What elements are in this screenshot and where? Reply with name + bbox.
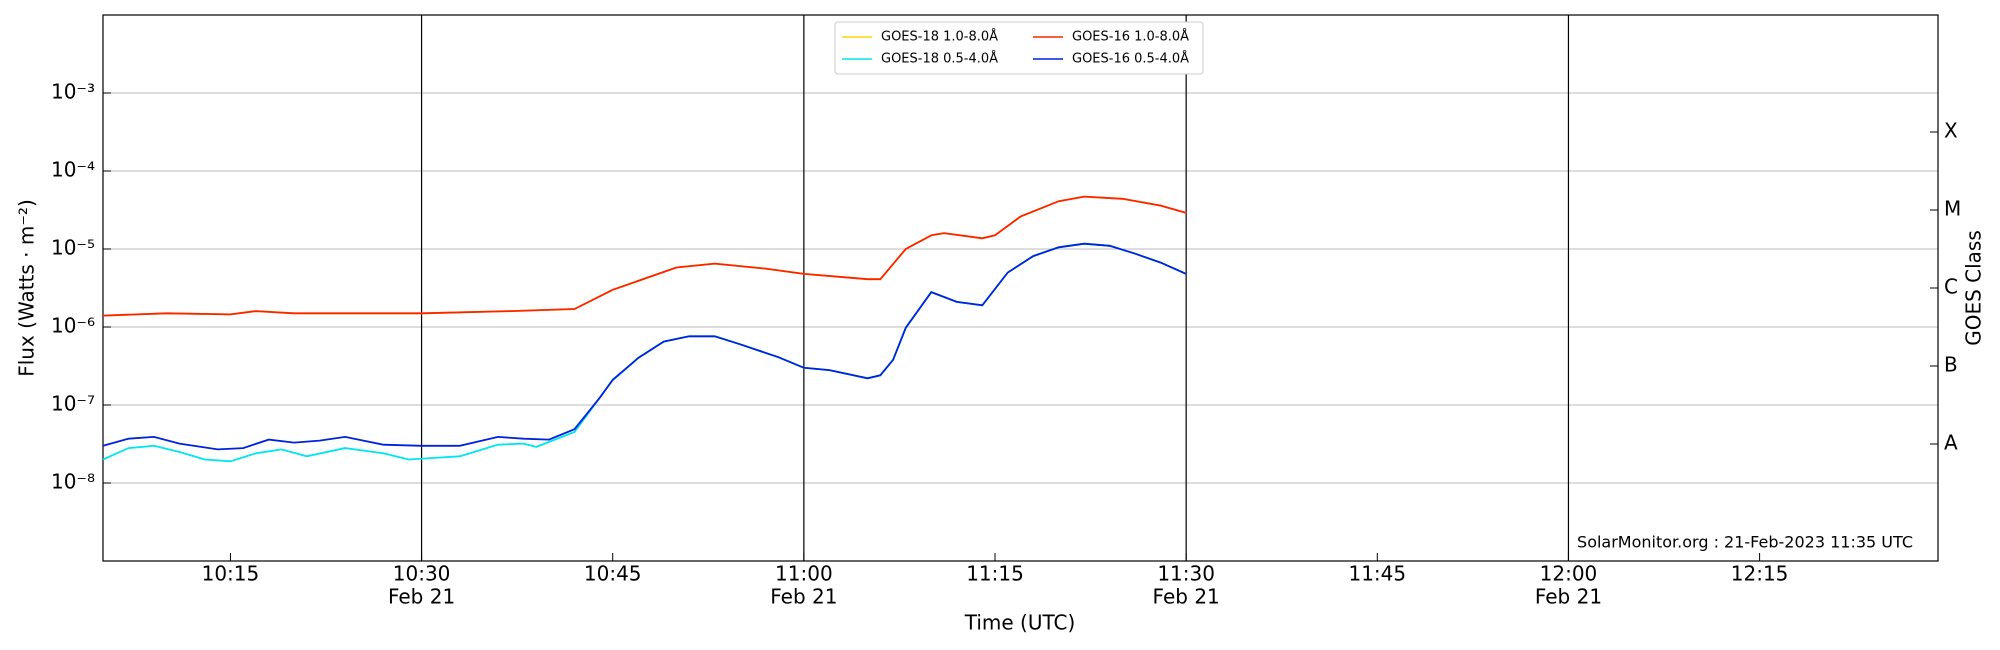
series-line (102, 242, 1187, 451)
x-tick-label: 10:30 (393, 562, 451, 586)
y2-tick-label: X (1944, 119, 1958, 143)
x-tick-label: 11:15 (966, 562, 1024, 586)
x-tick-label: 10:15 (202, 562, 260, 586)
y-tick-label: 10⁻⁷ (51, 392, 95, 416)
x-axis-label: Time (UTC) (964, 611, 1076, 635)
y-tick-label: 10⁻⁴ (51, 158, 95, 182)
y-axis-label: Flux (Watts · m⁻²) (15, 199, 39, 377)
y2-tick-label: A (1944, 431, 1958, 455)
series-line (102, 195, 1187, 317)
x-tick-label: 11:00 (775, 562, 833, 586)
legend-label: GOES-18 1.0-8.0Å (881, 29, 998, 45)
y-tick-label: 10⁻⁵ (51, 236, 95, 260)
y2-axis-label: GOES Class (1962, 230, 1986, 346)
x-tick-date: Feb 21 (1535, 585, 1602, 609)
x-tick-date: Feb 21 (1153, 585, 1220, 609)
y-tick-label: 10⁻³ (51, 80, 95, 104)
x-tick-label: 12:00 (1540, 562, 1598, 586)
x-tick-label: 11:45 (1348, 562, 1406, 586)
x-tick-date: Feb 21 (388, 585, 455, 609)
legend-box (834, 21, 1204, 75)
y2-tick-label: M (1944, 197, 1961, 221)
x-tick-label: 12:15 (1731, 562, 1789, 586)
x-tick-date: Feb 21 (770, 585, 837, 609)
legend-label: GOES-16 0.5-4.0Å (1072, 51, 1189, 67)
x-tick-label: 10:45 (584, 562, 642, 586)
annotation: SolarMonitor.org : 21-Feb-2023 11:35 UTC (1577, 533, 1913, 552)
y2-tick-label: B (1944, 353, 1958, 377)
y-tick-label: 10⁻⁸ (51, 470, 95, 494)
x-tick-label: 11:30 (1157, 562, 1215, 586)
y2-tick-label: C (1944, 275, 1958, 299)
y-tick-label: 10⁻⁶ (51, 314, 95, 338)
legend-label: GOES-18 0.5-4.0Å (881, 51, 998, 67)
plot-frame (102, 14, 1939, 562)
series-line (102, 242, 1187, 463)
legend-label: GOES-16 1.0-8.0Å (1072, 29, 1189, 45)
